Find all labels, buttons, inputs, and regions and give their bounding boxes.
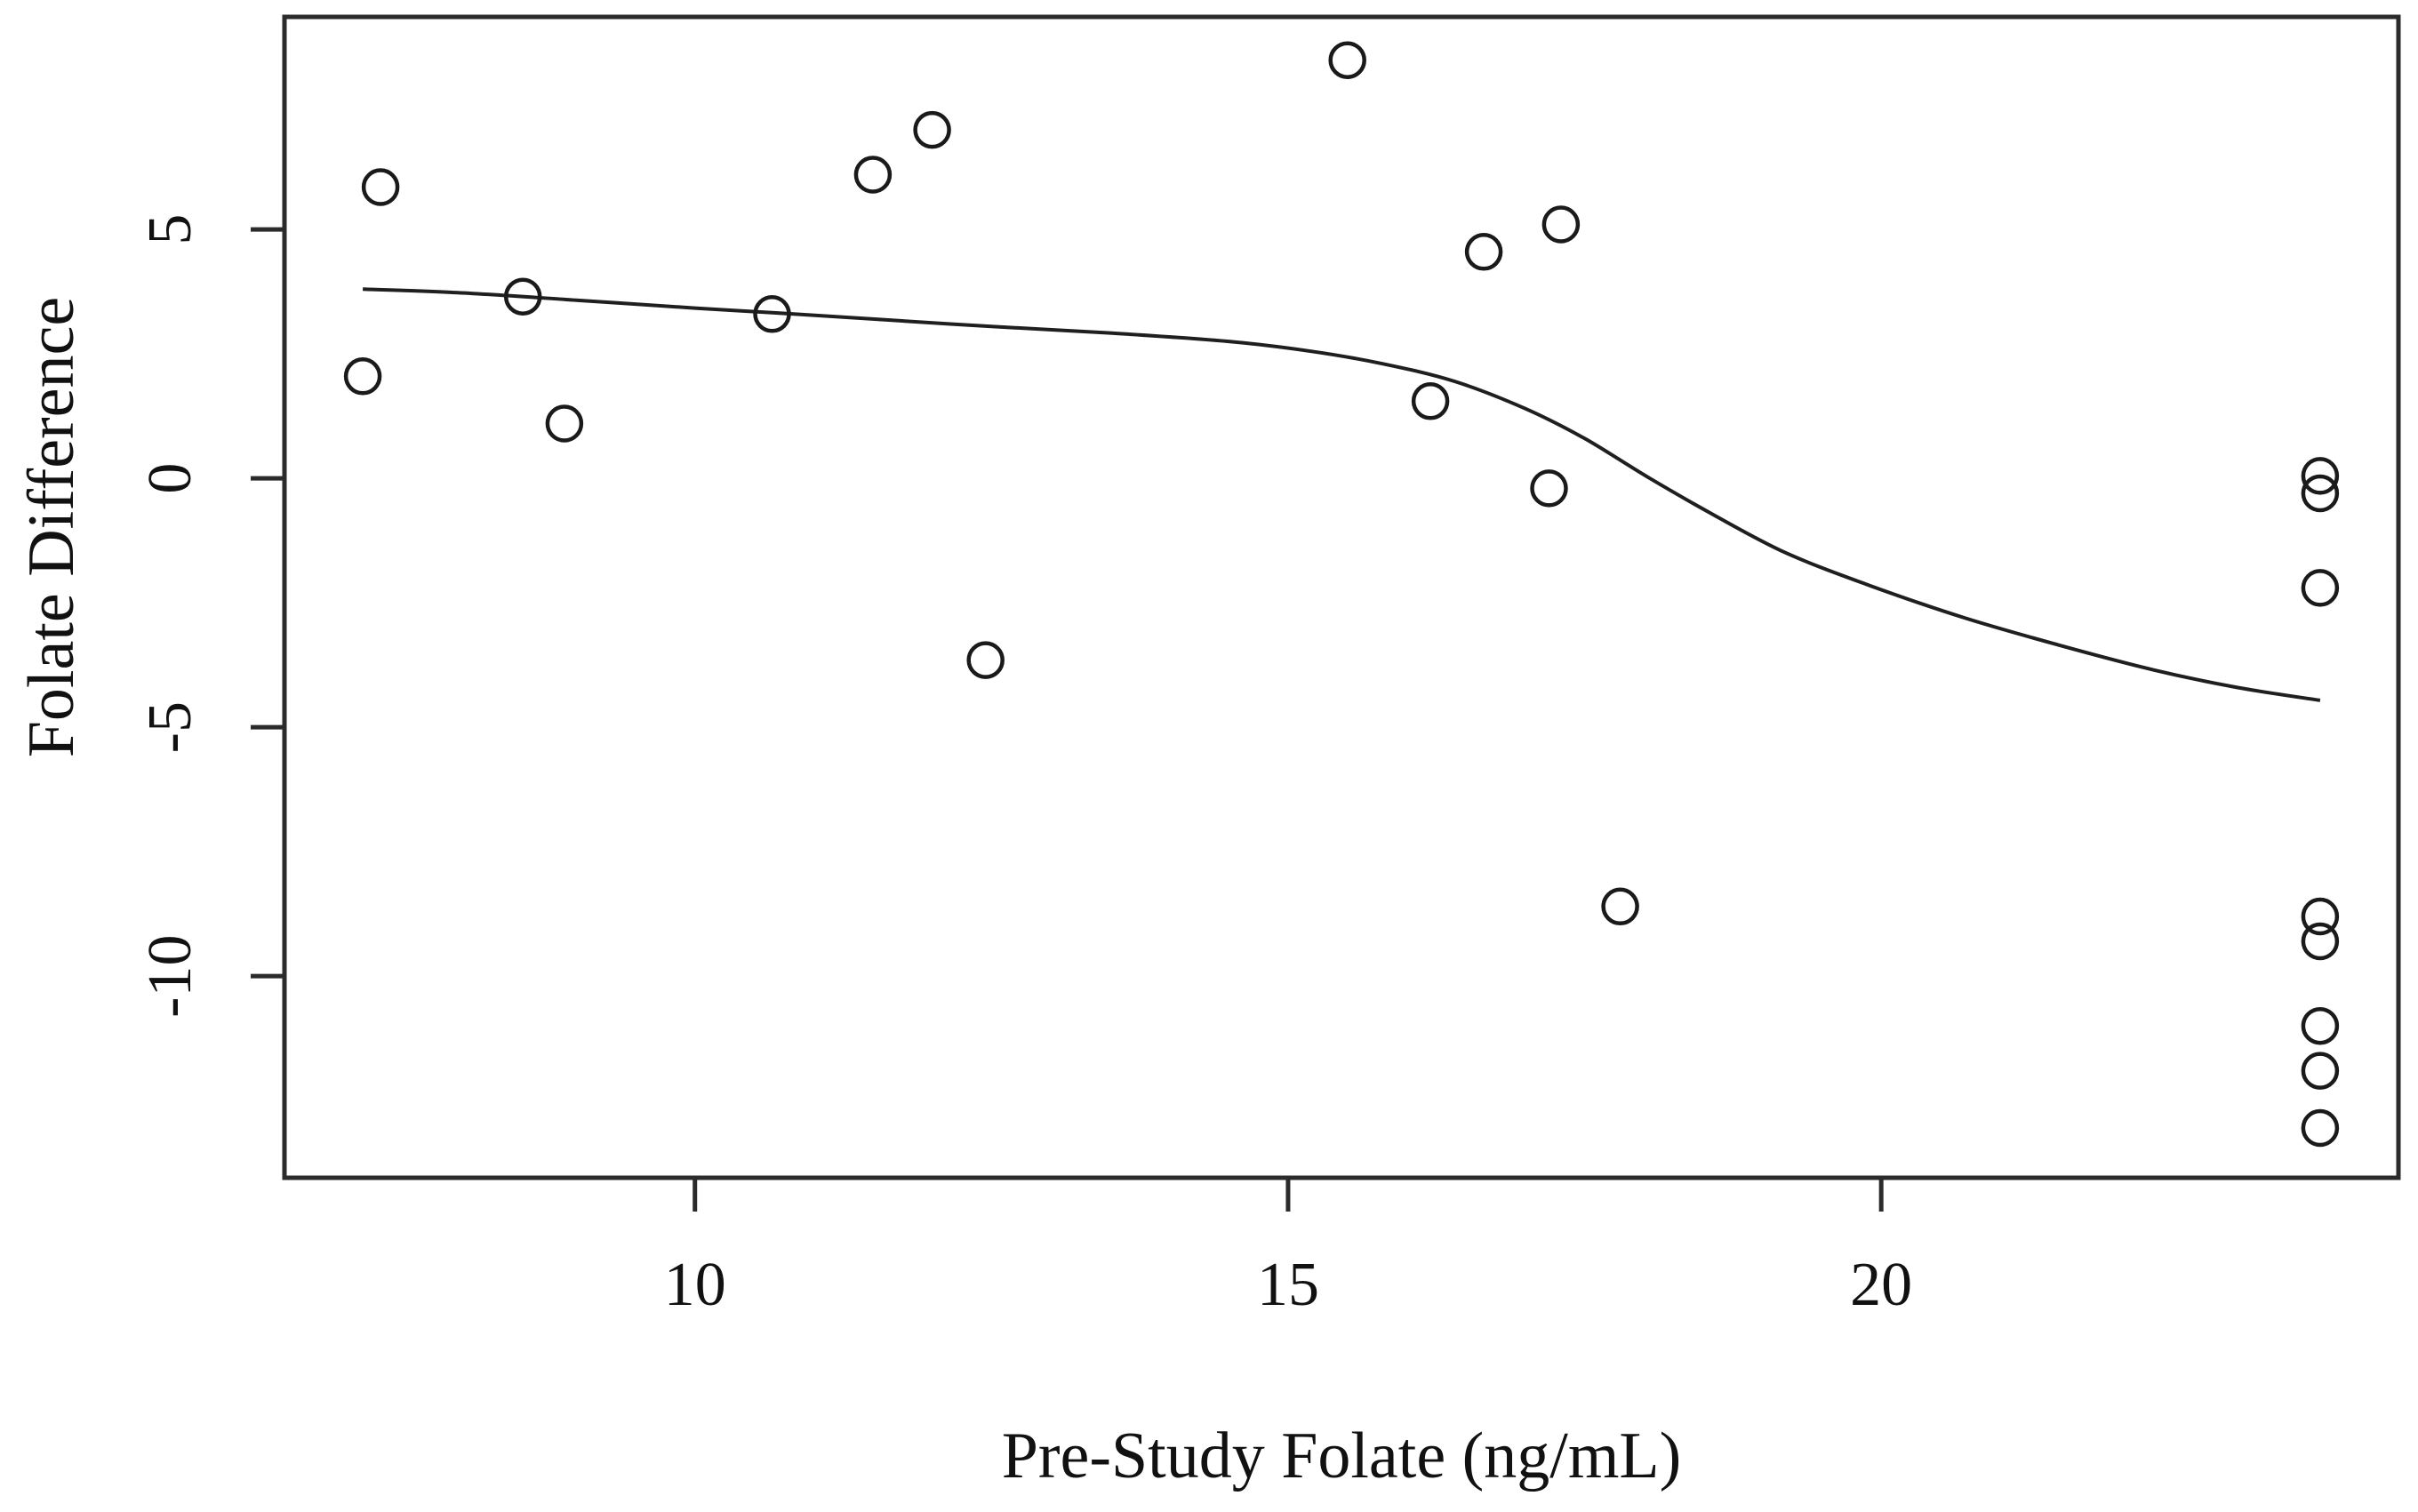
x-axis-title: Pre-Study Folate (ng/mL): [1002, 1420, 1682, 1492]
y-tick-label: -10: [136, 935, 204, 1018]
data-point: [1411, 382, 1450, 420]
plot-border: [282, 14, 2401, 1180]
data-point: [1328, 41, 1366, 79]
data-point: [2301, 457, 2340, 495]
data-point: [1464, 233, 1503, 271]
data-point: [966, 641, 1005, 679]
data-point: [853, 156, 893, 194]
data-point: [361, 168, 400, 206]
y-tick-label: -5: [136, 701, 204, 753]
x-tick-label: 20: [1850, 1251, 1912, 1319]
data-points: [343, 41, 2340, 1148]
data-point: [2301, 922, 2340, 961]
data-point: [753, 295, 791, 333]
y-axis: 5 0 -5 -10: [136, 214, 284, 1018]
data-point: [913, 110, 951, 149]
x-axis: 10 15 20: [664, 1178, 1912, 1319]
x-tick-label: 10: [664, 1251, 726, 1319]
data-point: [2301, 1052, 2340, 1090]
loess-curve-path: [363, 287, 2321, 702]
y-tick-label: 0: [136, 463, 204, 494]
data-point: [1530, 469, 1568, 508]
data-point: [2301, 474, 2340, 513]
x-tick-label: 15: [1257, 1251, 1319, 1319]
data-point: [2301, 897, 2340, 936]
data-point: [2301, 1108, 2340, 1148]
data-point: [1541, 205, 1581, 244]
data-point: [2301, 569, 2340, 607]
data-point: [503, 277, 542, 316]
data-point: [2301, 1006, 2340, 1045]
data-point: [545, 404, 584, 443]
y-axis-title: Folate Difference: [15, 297, 88, 757]
plot-border-rect: [282, 14, 2401, 1180]
y-tick-label: 5: [136, 214, 204, 245]
data-point: [343, 357, 382, 396]
data-point: [1601, 887, 1639, 926]
loess-curve: [363, 287, 2321, 702]
